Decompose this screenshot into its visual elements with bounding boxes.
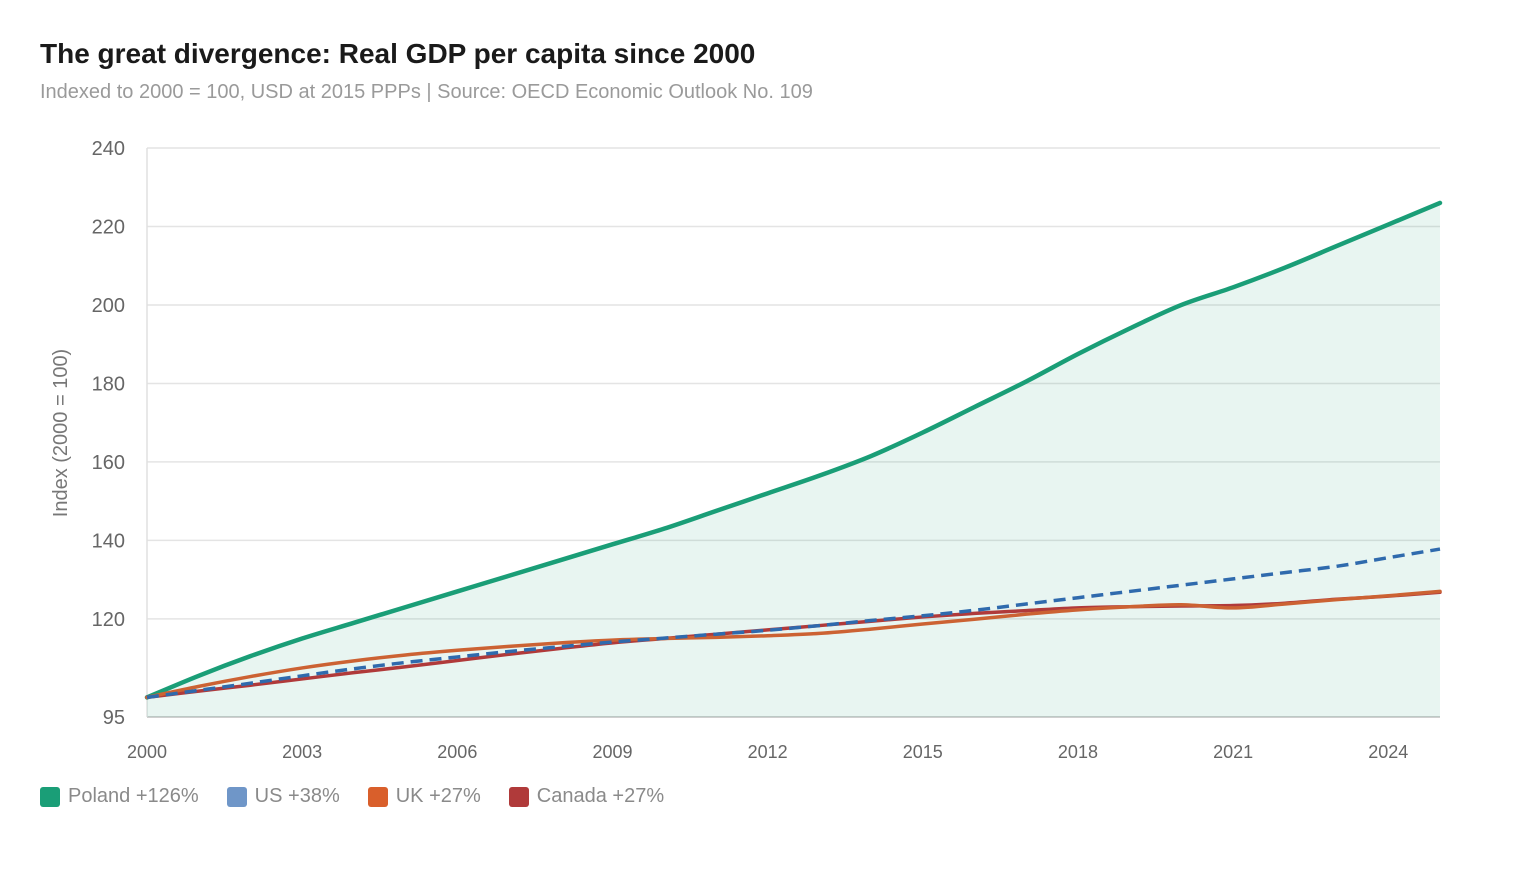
legend-swatch [226,786,247,807]
legend-item-canada[interactable]: Canada +27% [508,785,665,808]
legend-swatch [40,786,60,807]
y-tick-label: 200 [92,295,125,317]
legend-item-uk[interactable]: UK +27% [367,785,481,808]
x-tick-label: 2000 [127,742,167,762]
y-tick-label: 240 [92,138,125,160]
legend-item-poland[interactable]: Poland +126% [40,785,199,808]
y-tick-label: 140 [92,530,125,552]
series-line-uk [145,589,1442,700]
x-tick-label: 2015 [903,742,943,762]
x-tick-label: 2006 [437,742,477,762]
y-tick-label: 95 [103,707,125,729]
legend-swatch [508,786,529,807]
series-line-us [146,547,1441,700]
y-axis-label: Index (2000 = 100) [50,349,72,517]
legend-swatch [367,786,388,807]
legend-label: Canada +27% [536,785,665,807]
legend-label: UK +27% [395,785,481,807]
x-tick-label: 2012 [748,742,788,762]
legend-item-us[interactable]: US +38% [226,785,340,808]
x-tick-label: 2018 [1058,742,1098,762]
chart-title: The great divergence: Real GDP per capit… [40,38,756,69]
y-tick-label: 220 [92,216,125,238]
legend-label: Poland +126% [68,785,199,807]
y-tick-label: 160 [92,452,125,474]
series-line-poland [144,200,1443,700]
area-poland [147,202,1440,717]
legend-label: US +38% [254,785,340,807]
x-tick-label: 2009 [592,742,632,762]
y-tick-label: 180 [92,373,125,395]
chart-subtitle: Indexed to 2000 = 100, USD at 2015 PPPs … [40,81,813,103]
y-tick-label: 120 [92,609,125,631]
x-tick-label: 2024 [1368,742,1408,762]
legend: Poland +126% US +38% UK +27% Canada +27% [40,785,664,808]
x-tick-label: 2003 [282,742,322,762]
x-tick-label: 2021 [1213,742,1253,762]
